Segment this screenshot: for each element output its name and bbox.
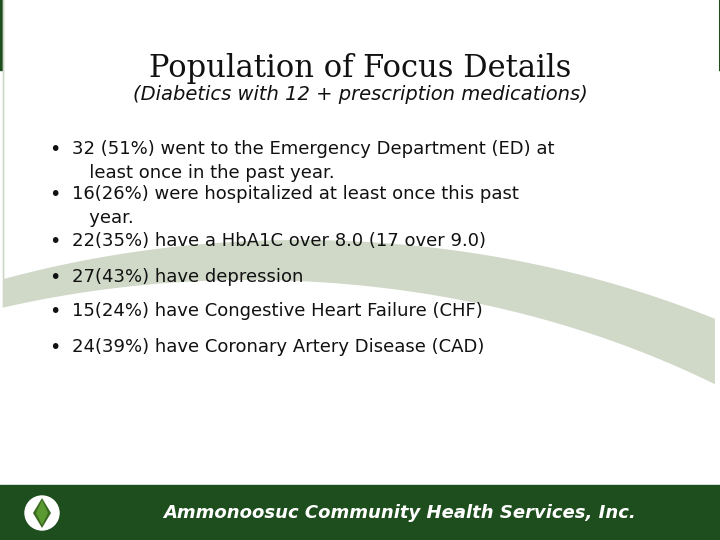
Text: •: • — [49, 338, 60, 357]
Text: •: • — [49, 185, 60, 204]
Text: 15(24%) have Congestive Heart Failure (CHF): 15(24%) have Congestive Heart Failure (C… — [72, 302, 482, 320]
Text: Ammonoosuc Community Health Services, Inc.: Ammonoosuc Community Health Services, In… — [163, 504, 636, 522]
Circle shape — [25, 496, 59, 530]
Polygon shape — [4, 0, 719, 320]
Text: •: • — [49, 268, 60, 287]
Polygon shape — [36, 500, 48, 525]
Polygon shape — [3, 0, 715, 384]
Polygon shape — [33, 498, 51, 528]
Text: •: • — [49, 140, 60, 159]
Text: 16(26%) were hospitalized at least once this past
   year.: 16(26%) were hospitalized at least once … — [72, 185, 519, 227]
Text: 32 (51%) went to the Emergency Department (ED) at
   least once in the past year: 32 (51%) went to the Emergency Departmen… — [72, 140, 554, 181]
Text: •: • — [49, 302, 60, 321]
Text: •: • — [49, 232, 60, 251]
Text: Population of Focus Details: Population of Focus Details — [149, 52, 571, 84]
Text: 22(35%) have a HbA1C over 8.0 (17 over 9.0): 22(35%) have a HbA1C over 8.0 (17 over 9… — [72, 232, 486, 250]
Text: (Diabetics with 12 + prescription medications): (Diabetics with 12 + prescription medica… — [132, 85, 588, 105]
Text: 24(39%) have Coronary Artery Disease (CAD): 24(39%) have Coronary Artery Disease (CA… — [72, 338, 485, 356]
Text: 27(43%) have depression: 27(43%) have depression — [72, 268, 303, 286]
